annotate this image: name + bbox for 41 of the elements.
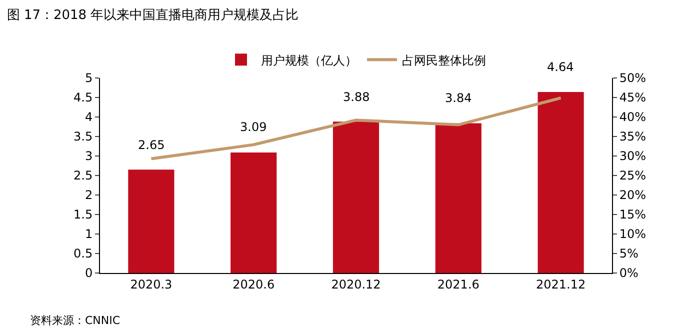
y2-tick-label: 50% <box>619 71 646 86</box>
y-tick-label: 5 <box>84 71 93 86</box>
y-tick-label: 3.5 <box>74 130 93 144</box>
y2-tick-label: 25% <box>619 168 646 183</box>
x-tick-label: 2020.12 <box>331 277 381 292</box>
y2-tick-label: 40% <box>619 110 646 124</box>
x-tick-label: 2021.6 <box>437 277 480 292</box>
y-tick-label: 0.5 <box>74 246 93 261</box>
y-tick-label: 3 <box>84 149 93 164</box>
data-label: 3.88 <box>343 90 370 104</box>
y2-tick-label: 5% <box>619 246 638 261</box>
y-tick-label: 4.5 <box>74 90 93 105</box>
data-label: 3.84 <box>445 91 472 105</box>
y-tick-label: 1.5 <box>74 208 93 222</box>
bar <box>128 170 174 273</box>
y-tick-label: 1 <box>84 227 93 242</box>
data-label: 4.64 <box>547 60 574 74</box>
bar <box>332 122 380 273</box>
y2-tick-label: 45% <box>619 90 646 105</box>
x-tick-label: 2021.12 <box>536 277 586 292</box>
y2-tick-label: 10% <box>619 227 646 242</box>
y2-tick-label: 20% <box>619 188 646 202</box>
chart-title: 图 17：2018 年以来中国直播电商用户规模及占比 <box>6 8 299 24</box>
data-label: 2.65 <box>138 138 165 152</box>
bar <box>435 123 482 273</box>
data-label: 3.09 <box>240 120 267 134</box>
y2-tick-label: 0% <box>619 266 638 280</box>
legend-label: 占网民整体比例 <box>402 53 486 68</box>
x-tick-label: 2020.3 <box>130 277 172 292</box>
y2-tick-label: 15% <box>619 208 646 222</box>
y-tick-label: 2.5 <box>74 168 93 183</box>
legend-label: 用户规模（亿人） <box>261 53 357 68</box>
y-tick-label: 2 <box>84 188 93 202</box>
y-tick-label: 4 <box>84 110 93 124</box>
y2-tick-label: 30% <box>619 149 646 164</box>
y-tick-label: 0 <box>84 266 93 280</box>
y2-tick-label: 35% <box>619 130 646 144</box>
bar <box>538 92 584 273</box>
text: 资料来源：CNNIC <box>30 314 120 327</box>
x-tick-label: 2020.6 <box>232 277 275 292</box>
bar <box>230 152 277 273</box>
